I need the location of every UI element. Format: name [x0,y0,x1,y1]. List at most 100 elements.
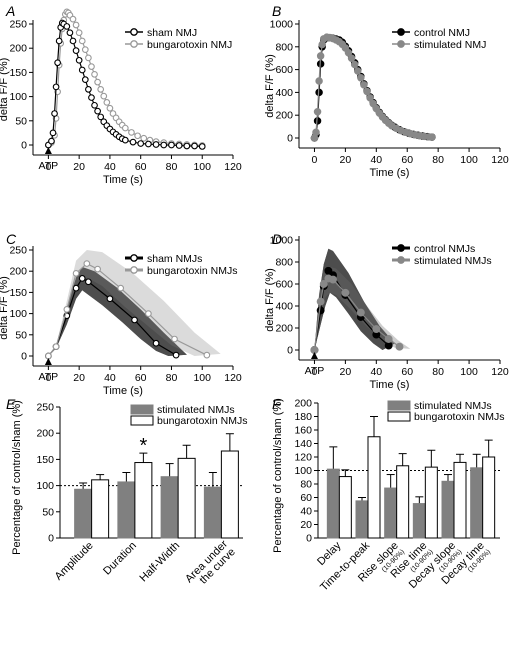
legend-marker [130,254,138,262]
atp-arrow-icon [44,358,52,365]
data-point [117,284,125,292]
x-tick-label: 100 [193,372,211,384]
bar-bungarotoxin-NMJs [367,436,381,539]
data-point [72,269,80,277]
y-tick-label: 200 [9,43,27,55]
y-tick-label: 50 [42,506,54,518]
data-point [183,142,191,150]
data-point [131,316,138,324]
legend-marker [397,28,405,36]
data-point [129,138,137,146]
y-tick-label: 80 [300,479,312,491]
x-tick-label: 80 [432,366,444,378]
atp-arrow-icon [44,147,52,154]
data-point [363,87,371,96]
x-tick-label: 120 [224,161,242,173]
data-point [341,288,350,297]
y-tick-label: 60 [300,492,312,504]
panel-label: F [272,396,282,412]
bar-stimulated-NMJs [412,503,426,539]
x-tick-label: 20 [340,154,352,166]
panel-b: B 0 20 40 60 80 100 120 0 200 400 600 800 1000 Time (s… [264,3,509,179]
x-tick-label: 0 [312,366,318,378]
legend-label: stimulated NMJs [157,404,235,416]
bar-bungarotoxin-NMJs [220,450,239,539]
legend-marker [397,244,405,252]
x-tick-label: 60 [135,372,147,384]
y-tick-label: 200 [36,428,54,440]
data-point [63,23,71,30]
panel-label: C [6,231,17,247]
data-point [160,141,168,149]
y-tick-label: 50 [15,115,27,127]
y-tick-label: 100 [36,480,54,492]
data-point [52,83,60,91]
legend-marker [397,256,405,264]
data-point [63,306,71,313]
x-axis-label: Time (s) [370,379,410,391]
x-tick-label: 100 [193,161,211,173]
y-tick-label: 800 [275,257,293,269]
data-point [78,275,86,282]
bar-stimulated-NMJs [470,467,484,539]
data-point [357,74,365,82]
x-tick-label: 40 [104,161,116,173]
atp-annotation: ATP [39,160,59,172]
data-point [106,104,114,112]
data-point [45,352,52,360]
data-point [395,342,404,351]
data-point [350,60,359,69]
x-tick-label: 20 [340,366,352,378]
x-tick-label: 80 [166,372,178,384]
y-axis-label: Percentage of control/sham (%) [11,400,23,555]
data-point [198,143,206,150]
legend-label: sham NMJ [147,27,197,39]
data-point [85,54,92,62]
legend-label: bungarotoxin NMJs [157,415,247,427]
y-tick-label: 20 [300,519,312,531]
y-tick-label: 140 [294,438,312,450]
x-tick-label: 0 [45,161,51,173]
x-tick-label: 80 [432,154,444,166]
y-tick-label: 250 [36,402,54,414]
x-tick-label: 0 [45,372,51,384]
panel-e: E 0 50 100 150 200 250 Percentage of control/sh… [6,396,247,586]
bar-stimulated-NMJs [160,476,179,539]
y-tick-label: 1000 [270,19,294,31]
y-tick-label: 0 [306,533,312,545]
y-tick-label: 0 [21,140,27,152]
data-point [329,275,337,284]
legend-marker [130,266,138,274]
panel-a: A 0 20 40 60 80 100 120 0 50 100 150 200 250 Time (s) d… [0,3,242,186]
series-line [313,36,433,139]
legend-label: stimulated NMJs [414,400,492,412]
data-point [78,66,86,74]
x-tick-label: 80 [166,161,178,173]
y-tick-label: 200 [9,266,27,278]
legend-marker [397,40,405,48]
y-tick-label: 40 [300,506,312,518]
data-point [121,136,129,144]
y-tick-label: 600 [275,64,293,76]
data-point [316,297,325,306]
y-tick-label: 180 [294,411,312,423]
data-point [85,278,92,286]
bar-stimulated-NMJs [203,486,222,539]
series-line [47,262,208,357]
data-point [49,129,57,137]
x-tick-label: 100 [460,366,478,378]
y-tick-label: 1000 [270,235,294,247]
data-point [366,94,374,102]
data-point [360,81,368,89]
y-tick-label: 0 [287,133,293,145]
y-axis-label: delta F/F (%) [264,54,276,118]
legend-label: stimulated NMJs [414,255,492,267]
bar-bungarotoxin-NMJs [396,465,410,539]
series-line [313,37,433,139]
data-point [316,306,325,315]
x-axis-label: Time (s) [103,385,143,397]
legend-swatch [130,415,154,426]
legend-label: sham NMJs [147,253,202,265]
data-point [137,140,145,147]
data-point [145,310,152,317]
